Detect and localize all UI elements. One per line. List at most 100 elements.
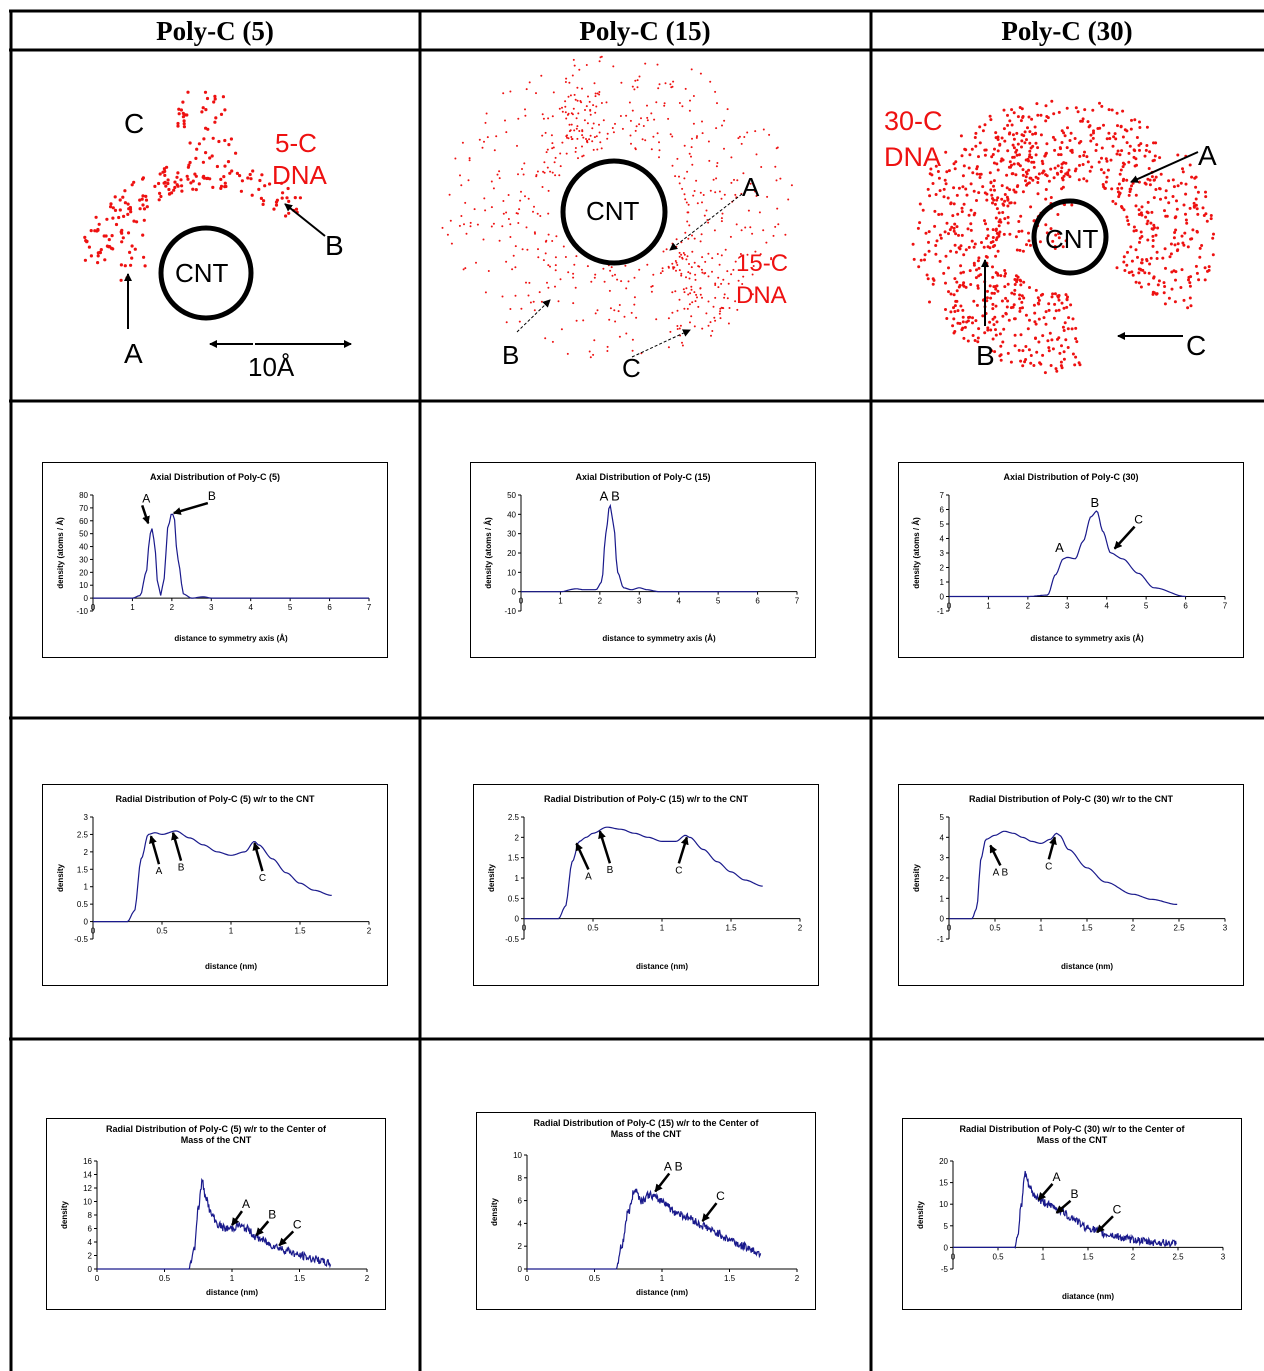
x-tick-label: 1.5 [294,927,306,936]
dna-atom [249,177,253,181]
dna-atom [89,229,93,233]
dna-atom [959,264,963,268]
dna-atom [478,138,481,141]
annotation-label: B [268,1207,276,1221]
dna-atom [952,306,955,310]
dna-atom [1024,179,1027,183]
dna-atom [1075,340,1079,344]
dna-atom [978,176,982,179]
chart-title: Radial Distribution of Poly-C (15) w/r t… [533,1118,759,1139]
dna-atom [1059,170,1063,174]
dna-atom [661,267,664,270]
dna-atom [460,215,463,217]
dna-atom [1137,271,1141,275]
dna-atom [561,106,563,109]
dna-atom [1021,168,1025,172]
dna-atom [766,195,769,198]
dna-atom [693,325,696,328]
dna-atom [1151,239,1155,242]
dna-atom [751,232,754,235]
dna-atom [1143,154,1147,158]
dna-atom [966,339,970,343]
dna-atom [251,169,255,173]
dna-atom [126,231,131,235]
dna-atom [958,284,962,287]
dna-atom [1116,149,1120,153]
dna-atom [991,337,995,341]
dna-atom [1127,271,1131,275]
dna-atom [1140,258,1144,262]
annotation-label: B [208,489,216,503]
dna-atom [1117,182,1121,186]
dna-atom [1104,180,1108,184]
dna-atom [974,131,978,135]
x-tick-label: 0.5 [156,927,168,936]
dna-atom [770,257,773,259]
dna-atom [179,108,183,112]
dna-atom [1062,350,1066,354]
dna-atom [711,330,714,332]
dna-atom [1133,118,1137,122]
dna-atom [1082,154,1086,157]
dna-atom [952,226,956,230]
snapshot-label-a: A [124,338,143,369]
dna-atom [589,356,592,359]
dna-atom [1149,256,1153,260]
dna-atom [943,178,947,182]
annotation-arrow [677,836,689,864]
dna-atom [636,79,639,82]
dna-atom [621,127,624,130]
dna-atom [568,81,571,84]
dna-atom [1073,363,1077,367]
dna-atom [460,184,463,187]
dna-atom [999,358,1003,362]
annotation-label: A [585,871,592,882]
dna-atom [576,137,579,140]
dna-atom [1012,137,1016,141]
dna-atom [138,198,142,202]
dna-atom [681,341,683,344]
dna-atom [703,214,706,217]
dna-atom [629,134,632,137]
y-tick-label: 1.5 [77,865,89,874]
cnt-ring [1031,198,1109,276]
dna-atom [672,267,675,270]
dna-atom [973,242,977,246]
dna-atom [1013,201,1017,205]
dna-atom [1046,339,1050,343]
x-tick-label: 1.5 [1081,924,1093,933]
dna-atom [142,255,146,259]
dna-atom [210,154,214,158]
dna-atom [1154,141,1158,145]
dna-atom [1021,116,1025,119]
dna-atom [128,250,132,254]
dna-atom [1173,243,1177,247]
dna-atom [994,271,998,275]
dna-atom [175,175,179,179]
dna-atom [1107,131,1111,135]
dna-atom [683,291,686,294]
cnt-label: CNT [175,258,229,288]
dna-atom [135,220,139,224]
dna-atom [1113,132,1117,136]
dna-atom [166,181,170,186]
dna-atom [717,276,720,279]
dna-atom [600,102,603,104]
x-tick-label: 7 [367,603,372,612]
dna-atom [749,226,752,229]
dna-atom [525,226,528,229]
dna-atom [959,244,963,248]
dna-atom [180,184,184,188]
dna-atom [678,102,681,104]
dna-atom [1018,297,1022,301]
dna-atom [1105,159,1109,163]
dna-atom [931,282,935,286]
dna-atom [1018,248,1022,252]
dna-atom [721,212,724,215]
dna-atom [498,170,501,173]
dna-atom [642,125,645,127]
dna-atom [1023,360,1027,364]
dna-atom [1179,286,1183,289]
dna-atom [1022,134,1026,138]
dna-atom [1209,214,1213,217]
